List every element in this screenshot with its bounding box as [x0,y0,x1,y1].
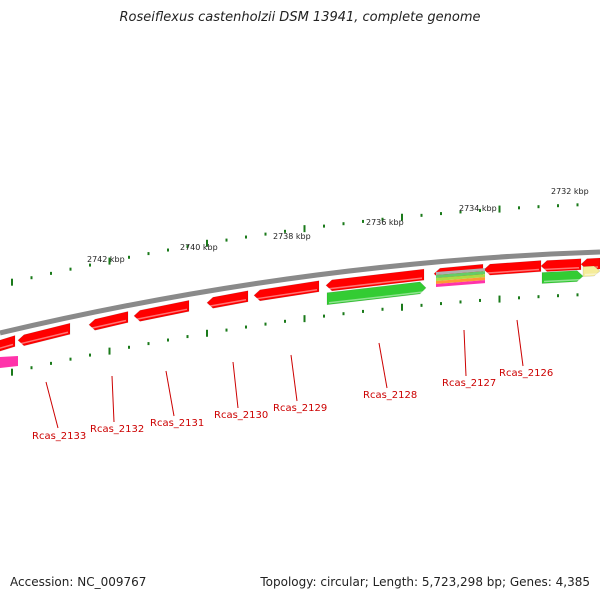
kbp-label: 2738 kbp [273,232,311,241]
cds-red-0-shade [0,343,14,349]
kbp-labels: 2742 kbp 2740 kbp 2738 kbp 2736 kbp 2734 kbp… [87,187,589,264]
kbp-label: 2740 kbp [180,243,218,252]
cds-stripe-2 [436,274,485,282]
gene-leader-line [378,342,388,389]
cds-green-2128 [326,281,427,306]
cds-yellow-shade [584,273,599,276]
cds-red-1-shade [19,331,69,345]
gene-leader-line [290,354,298,402]
cds-red-6 [325,268,425,292]
kbp-label: 2732 kbp [551,187,589,196]
gene-leader-line [232,361,239,409]
kbp-label: 2734 kbp [459,204,497,213]
accession-text: Accession: NC_009767 [10,575,147,589]
cds-red-5 [253,280,320,302]
cds-green-2126-shade [543,278,582,283]
topology-text: Topology: circular; Length: 5,723,298 bp… [260,575,590,589]
inner-tick-ring [11,293,579,376]
label-leaders [45,319,524,429]
gene-label: Rcas_2132 [90,424,144,435]
cds-red-8-shade [485,268,540,274]
cds-red-1 [17,322,71,347]
gene-leader-line [111,375,115,423]
cds-green-2126 [541,270,584,284]
gene-label: Rcas_2128 [363,390,417,401]
cds-stripe-3 [436,277,485,285]
cds-red-6-shade [327,277,423,290]
gene-leader-line [45,381,59,429]
gene-features [0,257,600,368]
cds-stripe-4 [436,280,485,288]
kbp-label: 2736 kbp [366,218,404,227]
cds-green-2128-shade [328,291,425,304]
cds-red-4 [206,290,249,309]
gene-leader-line [165,370,175,417]
gene-leader-line [516,319,524,367]
cds-stripe-1 [436,271,485,279]
gene-label: Rcas_2129 [273,403,327,414]
cds-yellow [582,265,600,277]
kbp-label: 2742 kbp [87,255,125,264]
gene-label: Rcas_2130 [214,410,268,421]
gene-label: Rcas_2127 [442,378,496,389]
cds-red-0 [0,335,16,352]
cds-stripe-0 [436,268,485,276]
map-title: Roseiflexus castenholzii DSM 13941, comp… [119,10,481,25]
cds-red-3 [133,299,190,322]
gene-leader-line [463,329,467,377]
cds-red-4-shade [208,298,247,308]
cds-red-5-shade [255,289,318,300]
gene-label: Rcas_2131 [150,418,204,429]
cds-red-3-shade [135,308,188,321]
cds-red-2 [88,311,129,331]
cds-magenta [0,356,18,368]
gene-label: Rcas_2133 [32,431,86,442]
cds-red-9-shade [542,266,580,271]
cds-red-2-shade [90,319,127,330]
gene-labels: Rcas_2133 Rcas_2132 Rcas_2131 Rcas_2130 Rcas… [32,368,553,442]
outer-tick-ring [11,203,579,286]
genome-backbone [0,249,600,336]
gene-label: Rcas_2126 [499,368,553,379]
